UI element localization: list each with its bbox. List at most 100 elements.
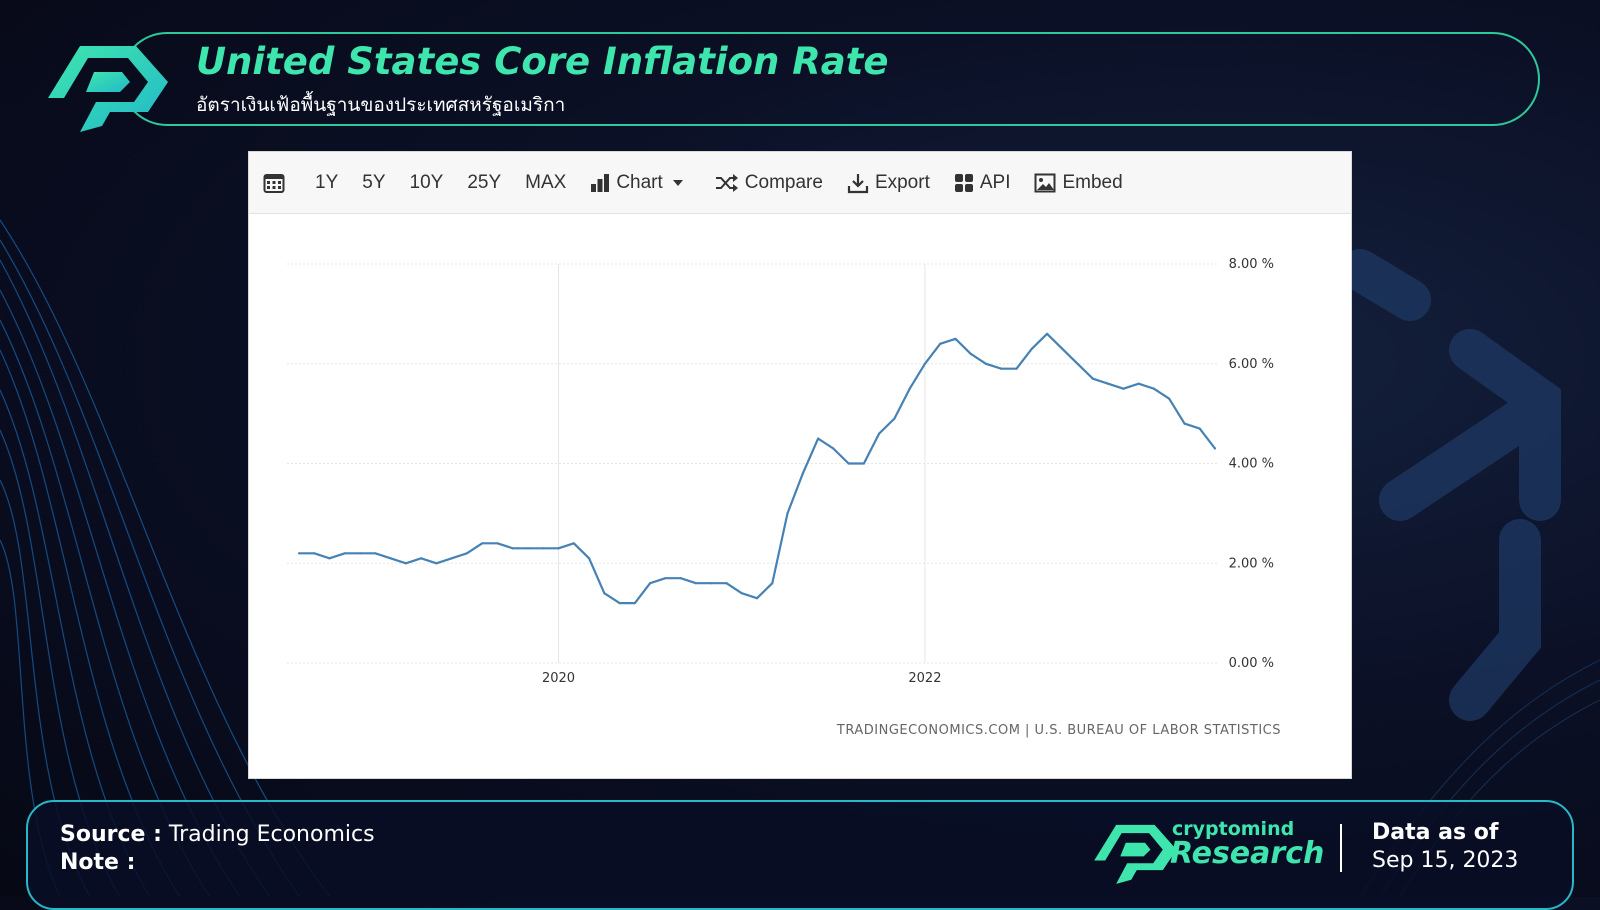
data-point [862,462,866,465]
data-point [1152,387,1155,390]
page-title: United States Core Inflation Rate [196,40,889,83]
data-point [572,542,575,545]
data-point [908,387,911,390]
data-point [1076,362,1079,365]
export-label: Export [874,171,930,193]
footer-bar: Source : Trading Economics Note : crypto… [26,800,1574,910]
chart-type-button[interactable]: Chart [590,172,690,194]
data-point [664,577,667,580]
data-point [343,552,346,555]
y-tick-label: 4.00 % [1229,457,1274,472]
data-point [1122,387,1125,390]
compare-label: Compare [744,171,823,193]
range-max-button[interactable]: MAX [525,171,567,193]
data-point [328,557,331,560]
data-point [618,602,621,605]
chart-type-label: Chart [616,171,663,193]
x-tick-label: 2020 [542,671,575,686]
y-tick-label: 2.00 % [1229,556,1274,571]
data-point [313,552,316,555]
data-point [954,337,957,340]
source-line: Source : Trading Economics [60,822,375,847]
footer-divider [1340,824,1342,872]
data-point [1198,427,1201,430]
compare-button[interactable]: Compare [715,172,823,194]
calendar-button[interactable] [263,172,291,194]
data-point [1061,347,1064,350]
range-10y-button[interactable]: 10Y [409,171,444,193]
data-point [465,552,468,555]
y-tick-label: 8.00 % [1229,257,1274,272]
data-point [969,352,972,355]
grid-icon [954,173,973,192]
data-point [389,557,392,560]
data-point [679,577,682,580]
data-point [1030,347,1033,350]
series-layer [297,332,1217,605]
data-point [1000,367,1003,370]
download-icon [847,173,869,193]
bar-chart-icon [591,173,610,192]
header-frame [120,32,1540,126]
data-point [496,542,499,545]
range-25y-button[interactable]: 25Y [467,171,502,193]
caret-down-icon [672,179,683,186]
data-point [817,437,820,440]
data-point [984,362,988,365]
y-tick-label: 0.00 % [1229,656,1274,671]
data-point [832,447,835,450]
chart-source: TRADINGECONOMICS.COM | U.S. BUREAU OF LA… [836,723,1281,738]
data-point [801,472,804,475]
data-point [435,562,438,565]
data-point [649,582,652,585]
export-button[interactable]: Export [847,172,930,194]
grid-lines [287,263,1219,664]
chart-card: 1Y 5Y 10Y 25Y MAX Chart Compare [248,151,1352,779]
data-point [481,542,484,545]
data-point [588,557,591,560]
range-5y-button[interactable]: 5Y [362,171,386,193]
data-point [542,547,545,550]
data-point [1046,332,1049,335]
y-axis: 0.00 % 2.00 % 4.00 % 6.00 % 8.00 % [1229,257,1274,671]
api-button[interactable]: API [954,172,1010,194]
data-point [557,547,560,550]
calendar-icon [263,173,285,193]
page-subtitle: อัตราเงินเฟ้อพื้นฐานของประเทศสหรัฐอเมริก… [196,94,566,116]
x-axis: 2020 2022 [542,671,941,686]
data-point [603,592,606,595]
brand-research: Research [1170,836,1325,871]
line-chart: 2020 2022 0.00 % 2.00 % 4.00 % 6.00 % 8.00 % [287,257,1274,686]
brand-name: cryptomind [1172,818,1295,840]
data-point [1183,422,1186,425]
data-point [526,547,530,550]
data-point [359,552,362,555]
source-value: Trading Economics [168,822,375,847]
data-point [893,417,896,420]
source-label: Source : [60,822,162,847]
data-point [404,562,407,565]
data-point [740,592,743,595]
data-point [847,462,850,465]
shuffle-icon [715,173,738,192]
data-point [374,552,377,555]
range-1y-button[interactable]: 1Y [315,171,339,193]
research-logo-icon [1094,824,1177,884]
embed-button[interactable]: Embed [1034,171,1123,194]
data-point [878,432,881,435]
data-point [1168,397,1171,400]
embed-label: Embed [1062,171,1123,193]
data-point [694,582,697,585]
data-point [297,552,301,555]
note-label: Note : [60,850,136,875]
data-point [633,602,636,605]
image-icon [1034,173,1056,192]
data-as-of-date: Sep 15, 2023 [1372,848,1519,873]
data-point [771,582,774,585]
data-point [1137,382,1140,385]
x-tick-label: 2022 [908,671,941,686]
data-point [939,342,942,345]
cryptomind-logo-icon [48,46,168,132]
y-tick-label: 6.00 % [1229,357,1274,372]
